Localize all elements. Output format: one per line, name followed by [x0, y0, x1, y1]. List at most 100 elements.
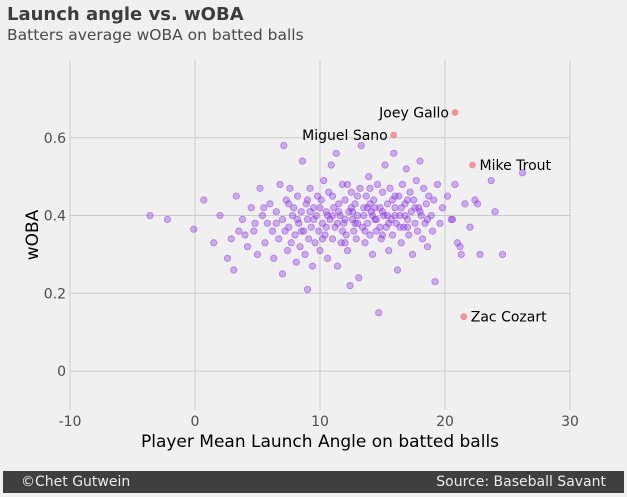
batter-point	[385, 246, 393, 255]
batter-point	[380, 211, 388, 220]
batter-point	[375, 309, 383, 317]
batter-point	[390, 149, 398, 157]
grid-lines	[69, 60, 571, 410]
batter-point	[362, 192, 370, 200]
batter-point	[286, 184, 294, 192]
batter-point	[360, 211, 368, 220]
batter-point	[417, 211, 425, 220]
batter-point	[282, 196, 290, 204]
batter-point	[335, 208, 343, 216]
batter-point	[396, 223, 404, 231]
batter-point	[378, 231, 387, 239]
highlight-point	[451, 109, 459, 116]
batter-point	[333, 262, 342, 270]
batter-point	[388, 196, 397, 204]
batter-point	[401, 211, 409, 220]
batter-point	[391, 204, 399, 212]
batter-point	[347, 188, 355, 196]
batter-point	[328, 235, 337, 243]
batter-point	[397, 204, 405, 212]
batter-point	[322, 223, 330, 231]
batter-point	[366, 184, 374, 192]
batter-point	[357, 141, 365, 150]
x-tick-label: -10	[59, 414, 82, 430]
batter-point	[371, 204, 379, 212]
batter-point	[350, 227, 358, 235]
batter-point	[312, 211, 320, 220]
batter-point	[346, 281, 354, 290]
highlight-label: Zac Cozart	[471, 310, 547, 326]
batter-point	[303, 215, 312, 224]
y-axis-label: wOBA	[23, 209, 43, 260]
batter-point	[316, 204, 324, 212]
batter-point	[327, 161, 335, 169]
batter-point	[238, 215, 247, 224]
batter-point	[146, 211, 154, 220]
batter-point	[383, 200, 392, 208]
batter-point	[297, 208, 305, 216]
batter-point	[272, 208, 280, 216]
batter-point	[405, 231, 413, 239]
x-tick-label: 10	[311, 414, 329, 430]
batter-point	[336, 211, 344, 220]
batter-point	[200, 196, 208, 204]
batter-point	[260, 204, 268, 212]
highlight-point	[460, 313, 468, 321]
highlight-point	[390, 131, 398, 139]
highlight-point	[469, 161, 476, 169]
batter-point	[368, 250, 377, 259]
batter-point	[368, 211, 377, 220]
batter-point	[487, 176, 495, 185]
batter-point	[397, 239, 405, 247]
batter-point	[293, 215, 302, 224]
batter-point	[290, 204, 298, 212]
batter-point	[305, 235, 313, 243]
batter-point	[335, 200, 343, 208]
batter-point	[163, 215, 172, 224]
batter-point	[341, 239, 349, 247]
batter-point	[413, 227, 422, 235]
batter-point	[190, 225, 198, 233]
batter-point	[303, 285, 312, 294]
batter-point	[310, 215, 318, 224]
batter-point	[232, 192, 240, 200]
batter-point	[356, 184, 364, 192]
copyright-text: ©Chet Gutwein	[21, 474, 131, 490]
batter-point	[436, 219, 444, 227]
batter-point	[378, 188, 387, 196]
batter-point	[331, 223, 339, 231]
batter-point	[307, 223, 315, 231]
y-tick-label: 0.4	[44, 209, 66, 225]
batter-point	[373, 180, 382, 189]
batter-point	[448, 215, 457, 224]
batter-point	[302, 200, 310, 208]
batter-point	[341, 215, 349, 224]
batter-point	[361, 239, 369, 247]
highlight-label: Joey Gallo	[378, 106, 449, 122]
batter-point	[355, 274, 363, 282]
batter-point	[317, 196, 325, 204]
batter-point	[353, 192, 362, 200]
footer-bar: ©Chet Gutwein Source: Baseball Savant	[3, 471, 624, 493]
batter-point	[295, 219, 303, 227]
batter-point	[383, 211, 392, 220]
batter-point	[361, 227, 369, 235]
batter-point	[412, 176, 420, 185]
batter-point	[263, 219, 272, 227]
highlight-labels: Joey Gallo Miguel Sano Mike Trout Zac Cozar…	[302, 106, 551, 326]
batter-point	[266, 200, 274, 208]
batter-point	[358, 223, 367, 231]
chart-title: Launch angle vs. wOBA	[7, 4, 244, 25]
batter-point	[283, 246, 292, 255]
batter-point	[227, 235, 235, 243]
batter-point	[352, 235, 360, 243]
batter-point	[396, 211, 404, 220]
batter-point	[423, 243, 432, 251]
batter-point	[348, 215, 357, 224]
batter-point	[276, 180, 284, 189]
batter-point	[288, 211, 297, 220]
batter-point	[216, 211, 224, 220]
batter-point	[315, 227, 323, 235]
batter-point	[403, 223, 412, 231]
source-text: Source: Baseball Savant	[436, 474, 606, 490]
